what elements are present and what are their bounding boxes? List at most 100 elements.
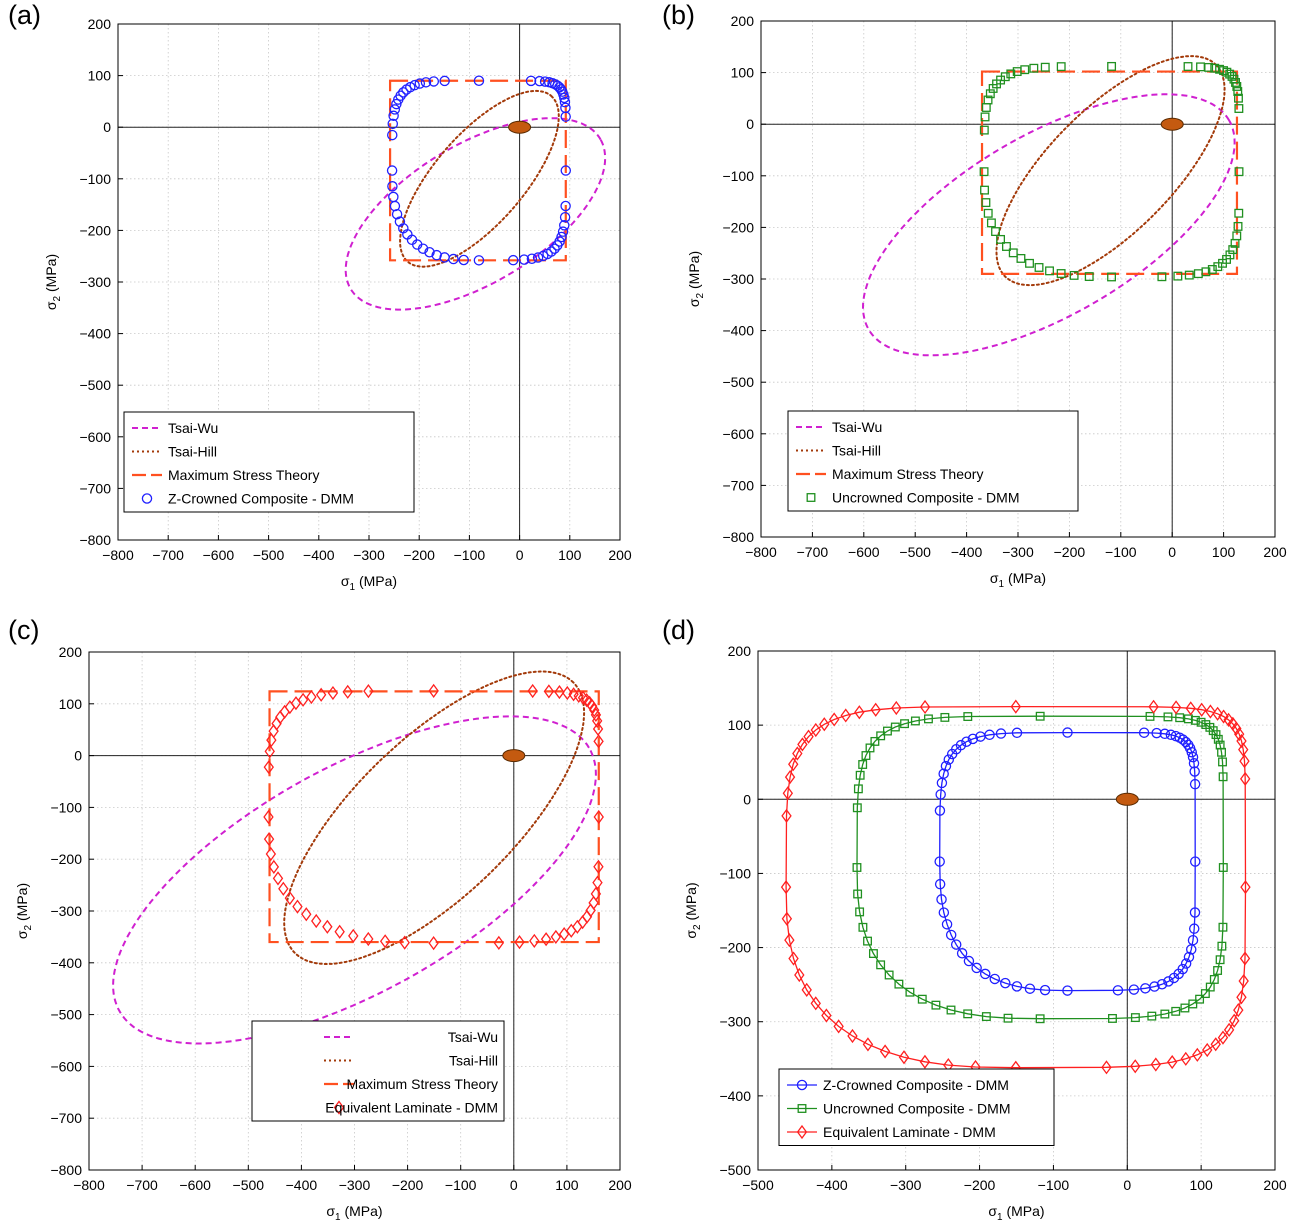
data-marker — [588, 895, 599, 910]
data-marker — [1173, 271, 1183, 281]
dmm-envelope-line — [939, 731, 1196, 992]
panel-label: (a) — [8, 0, 41, 30]
data-marker — [1210, 1037, 1221, 1052]
axes-frame — [88, 651, 621, 1171]
series-tsai-hill — [399, 89, 560, 268]
data-marker — [1101, 1060, 1112, 1075]
data-marker — [803, 729, 814, 744]
y-tick-label: 200 — [731, 13, 755, 29]
data-marker — [1029, 63, 1039, 73]
data-marker — [870, 736, 880, 746]
x-tick-label: −700 — [126, 1177, 158, 1193]
data-marker — [534, 75, 545, 87]
x-tick-label: 0 — [1123, 1177, 1131, 1193]
data-marker — [322, 919, 333, 934]
data-marker — [1238, 973, 1249, 989]
data-marker — [840, 708, 851, 723]
data-marker — [593, 734, 604, 749]
data-marker — [540, 932, 552, 947]
plot-area — [780, 699, 1251, 1075]
data-marker — [1130, 1059, 1141, 1074]
data-marker — [589, 702, 600, 718]
legend-box — [123, 411, 415, 513]
data-marker — [1205, 704, 1216, 719]
legend-item: Uncrowned Composite - DMM — [806, 490, 1020, 506]
origin-marker — [1115, 792, 1139, 806]
data-marker — [963, 712, 973, 721]
x-tick-label: 200 — [608, 547, 632, 563]
y-tick-label: −100 — [79, 171, 111, 187]
data-marker — [1233, 1002, 1244, 1018]
data-marker — [781, 808, 792, 823]
data-marker — [979, 968, 991, 980]
data-marker — [342, 684, 353, 699]
data-marker — [1062, 727, 1073, 738]
y-tick-label: 200 — [88, 16, 112, 32]
data-marker — [1128, 984, 1140, 995]
data-marker — [334, 924, 345, 939]
data-marker — [1147, 1011, 1157, 1021]
data-marker — [782, 786, 794, 801]
legend-label: Equivalent Laminate - DMM — [325, 1100, 498, 1116]
plot-area — [344, 75, 607, 311]
data-marker — [1196, 62, 1205, 72]
data-marker — [801, 982, 812, 997]
data-marker — [986, 218, 996, 228]
data-marker — [1003, 1013, 1013, 1023]
tsai-wu-curve — [112, 715, 597, 1045]
y-tick-label: −600 — [79, 429, 111, 445]
x-tick-label: 0 — [516, 547, 524, 563]
data-marker — [981, 198, 991, 208]
data-marker — [854, 705, 865, 720]
axes-frame — [117, 23, 621, 541]
data-marker — [821, 1008, 832, 1023]
data-marker — [1233, 221, 1243, 231]
data-marker — [581, 693, 592, 708]
series-tsai-hill — [995, 55, 1226, 287]
data-marker — [781, 911, 793, 926]
data-marker — [363, 931, 374, 947]
data-marker — [934, 856, 945, 867]
x-tick-label: −400 — [816, 1177, 848, 1193]
legend-marker — [333, 1100, 345, 1115]
data-marker — [810, 996, 821, 1011]
data-marker — [1187, 934, 1199, 946]
data-marker — [414, 78, 426, 89]
legend: Tsai-Wu Tsai-Hill Maximum Stress Theory Equ… — [251, 1020, 505, 1122]
data-marker — [539, 76, 551, 87]
legend-item: Z-Crowned Composite - DMM — [787, 1077, 1009, 1093]
data-marker — [983, 208, 993, 218]
data-marker — [1011, 727, 1023, 739]
legend-item: Equivalent Laminate - DMM — [787, 1124, 996, 1140]
legend-box — [778, 1068, 1055, 1146]
data-marker — [290, 696, 302, 711]
data-marker — [967, 733, 979, 745]
panel-label: (c) — [8, 615, 39, 645]
data-marker — [858, 922, 868, 932]
data-marker — [577, 915, 588, 930]
data-marker — [833, 1019, 844, 1034]
data-marker — [884, 970, 894, 980]
data-marker — [1177, 963, 1188, 975]
legend-marker — [796, 1079, 808, 1091]
data-marker — [514, 935, 525, 950]
series-equivalent-laminate-dmm — [780, 699, 1251, 1075]
data-marker — [941, 919, 953, 930]
legend-label: Z-Crowned Composite - DMM — [168, 491, 354, 507]
data-marker — [1165, 729, 1177, 741]
data-marker — [1225, 250, 1235, 260]
data-marker — [1025, 258, 1034, 268]
data-marker — [301, 907, 312, 922]
x-tick-label: −500 — [742, 1177, 774, 1193]
y-tick-label: −300 — [719, 1014, 751, 1030]
data-marker — [577, 690, 589, 705]
data-marker — [1189, 856, 1201, 867]
data-marker — [1112, 985, 1124, 996]
y-tick-label: 0 — [743, 791, 751, 807]
data-marker — [388, 191, 399, 203]
data-marker — [388, 110, 399, 122]
x-tick-label: −400 — [286, 1177, 318, 1193]
y-tick-label: −600 — [722, 426, 754, 442]
data-marker — [868, 949, 878, 958]
y-tick-label: 0 — [103, 119, 111, 135]
